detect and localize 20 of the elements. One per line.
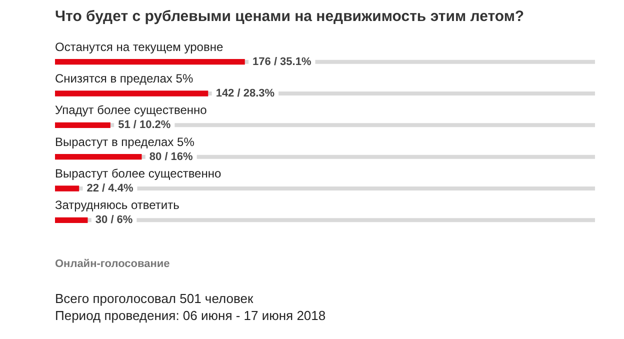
- text: Период проведения: 06 июня - 17 июня 2018: [55, 307, 326, 324]
- bar: [55, 217, 88, 223]
- text: Всего проголосовал 501 человек: [55, 290, 254, 307]
- y-tick-label: Вырастут в пределах 5%: [55, 134, 195, 149]
- y-tick-label: Вырастут более существенно: [55, 166, 222, 180]
- bar: [55, 154, 142, 160]
- data-label: 51 / 10.2%: [118, 119, 171, 132]
- bar: [55, 122, 110, 128]
- chart-title: Что будет с рублевыми ценами на недвижимость этим летом?: [55, 8, 524, 25]
- data-label: 30 / 6%: [95, 214, 133, 226]
- y-tick-label: Останутся на текущем уровне: [55, 40, 224, 54]
- y-tick-label: Снизятся в пределах 5%: [55, 72, 194, 86]
- y-tick-label: Затрудняюсь ответить: [55, 198, 180, 212]
- text: Онлайн-голосование: [55, 258, 171, 270]
- data-label: 22 / 4.4%: [86, 182, 134, 195]
- data-label: 176 / 35.1%: [252, 56, 312, 68]
- bar: [55, 186, 80, 192]
- data-label: 142 / 28.3%: [216, 88, 275, 100]
- data-label: 80 / 16%: [149, 150, 194, 163]
- y-tick-label: Упадут более существенно: [55, 103, 208, 118]
